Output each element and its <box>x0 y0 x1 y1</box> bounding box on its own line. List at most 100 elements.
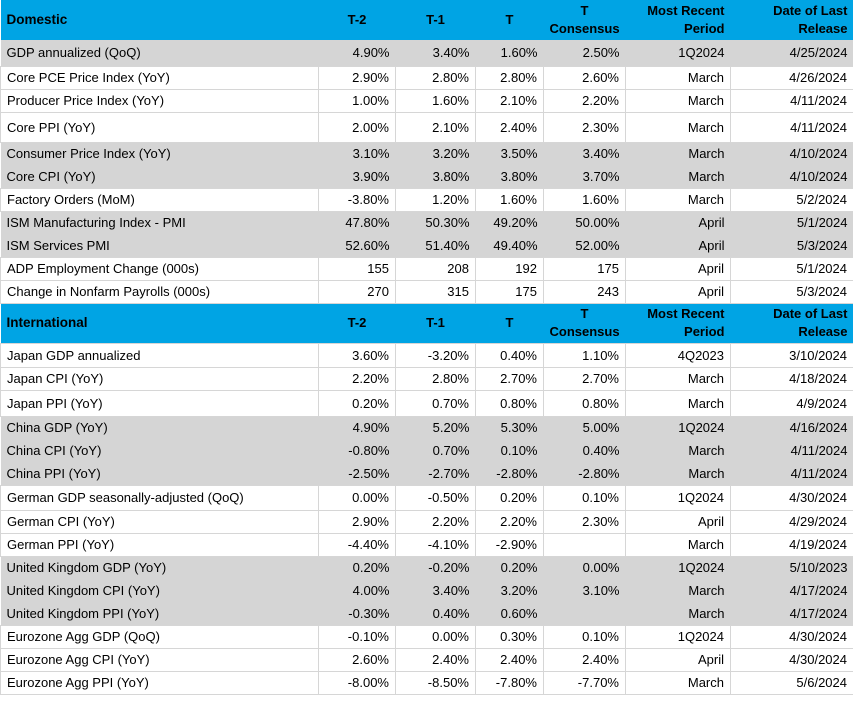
indicator-label-cell[interactable]: Core PPI (YoY) <box>0 111 319 143</box>
t1-value-cell[interactable]: 0.40% <box>395 602 476 625</box>
consensus-value-cell[interactable]: 2.30% <box>543 111 626 143</box>
consensus-value-cell[interactable]: 5.00% <box>543 416 626 439</box>
t2-value-cell[interactable]: 47.80% <box>318 211 396 234</box>
section-title[interactable]: Domestic <box>0 0 319 40</box>
t-value-cell[interactable]: 2.70% <box>475 366 544 391</box>
t2-value-cell[interactable]: 4.90% <box>318 40 396 66</box>
release-value-cell[interactable]: 4/30/2024 <box>730 624 853 649</box>
period-value-cell[interactable]: March <box>625 88 731 113</box>
t-value-cell[interactable]: 1.60% <box>475 187 544 212</box>
consensus-value-cell[interactable]: 3.40% <box>543 142 626 165</box>
t1-value-cell[interactable]: 1.60% <box>395 88 476 113</box>
consensus-value-cell[interactable]: 175 <box>543 256 626 281</box>
indicator-label-cell[interactable]: Japan PPI (YoY) <box>0 389 319 417</box>
release-value-cell[interactable]: 4/29/2024 <box>730 509 853 534</box>
t1-value-cell[interactable]: 3.40% <box>395 579 476 602</box>
t1-value-cell[interactable]: -3.20% <box>395 342 476 368</box>
release-value-cell[interactable]: 5/3/2024 <box>730 279 853 304</box>
t-value-cell[interactable]: 3.80% <box>475 165 544 188</box>
period-value-cell[interactable]: March <box>625 462 731 485</box>
column-header-t1[interactable]: T-1 <box>395 0 476 40</box>
indicator-label-cell[interactable]: United Kingdom CPI (YoY) <box>0 579 319 602</box>
release-value-cell[interactable]: 5/10/2023 <box>730 556 853 579</box>
t1-value-cell[interactable]: -0.20% <box>395 556 476 579</box>
indicator-label-cell[interactable]: Change in Nonfarm Payrolls (000s) <box>0 279 319 304</box>
indicator-label-cell[interactable]: ISM Services PMI <box>0 234 319 257</box>
release-value-cell[interactable]: 4/18/2024 <box>730 366 853 391</box>
consensus-value-cell[interactable]: 2.70% <box>543 366 626 391</box>
t1-value-cell[interactable]: 2.40% <box>395 647 476 672</box>
t1-value-cell[interactable]: 2.80% <box>395 65 476 90</box>
period-value-cell[interactable]: March <box>625 187 731 212</box>
t-value-cell[interactable]: -2.90% <box>475 532 544 557</box>
indicator-label-cell[interactable]: German GDP seasonally-adjusted (QoQ) <box>0 484 319 511</box>
release-value-cell[interactable]: 4/11/2024 <box>730 462 853 485</box>
t1-value-cell[interactable]: -2.70% <box>395 462 476 485</box>
indicator-label-cell[interactable]: Eurozone Agg PPI (YoY) <box>0 670 319 695</box>
t2-value-cell[interactable]: 0.20% <box>318 556 396 579</box>
release-value-cell[interactable]: 4/25/2024 <box>730 40 853 66</box>
period-value-cell[interactable]: March <box>625 366 731 391</box>
t1-value-cell[interactable]: 208 <box>395 256 476 281</box>
consensus-value-cell[interactable]: 2.50% <box>543 40 626 66</box>
indicator-label-cell[interactable]: United Kingdom GDP (YoY) <box>0 556 319 579</box>
column-header-t[interactable]: T <box>475 0 544 40</box>
t-value-cell[interactable]: 0.20% <box>475 484 544 511</box>
t1-value-cell[interactable]: 315 <box>395 279 476 304</box>
period-value-cell[interactable]: March <box>625 165 731 188</box>
period-value-cell[interactable]: 1Q2024 <box>625 484 731 511</box>
t2-value-cell[interactable]: 3.10% <box>318 142 396 165</box>
period-value-cell[interactable]: April <box>625 256 731 281</box>
t-value-cell[interactable]: 49.20% <box>475 211 544 234</box>
consensus-value-cell[interactable]: 0.40% <box>543 439 626 462</box>
t2-value-cell[interactable]: 3.60% <box>318 342 396 368</box>
release-value-cell[interactable]: 4/11/2024 <box>730 88 853 113</box>
t1-value-cell[interactable]: 2.80% <box>395 366 476 391</box>
t-value-cell[interactable]: 0.80% <box>475 389 544 417</box>
t2-value-cell[interactable]: -0.10% <box>318 624 396 649</box>
period-value-cell[interactable]: March <box>625 142 731 165</box>
period-value-cell[interactable]: March <box>625 579 731 602</box>
t2-value-cell[interactable]: 1.00% <box>318 88 396 113</box>
period-value-cell[interactable]: March <box>625 389 731 417</box>
t-value-cell[interactable]: 49.40% <box>475 234 544 257</box>
t2-value-cell[interactable]: 3.90% <box>318 165 396 188</box>
period-value-cell[interactable]: March <box>625 439 731 462</box>
t-value-cell[interactable]: 2.40% <box>475 111 544 143</box>
column-header-period[interactable]: Most Recent Period <box>625 303 731 343</box>
consensus-value-cell[interactable]: -7.70% <box>543 670 626 695</box>
t-value-cell[interactable]: 192 <box>475 256 544 281</box>
t2-value-cell[interactable]: 2.90% <box>318 509 396 534</box>
indicator-label-cell[interactable]: German PPI (YoY) <box>0 532 319 557</box>
period-value-cell[interactable]: April <box>625 211 731 234</box>
period-value-cell[interactable]: March <box>625 670 731 695</box>
period-value-cell[interactable]: 1Q2024 <box>625 624 731 649</box>
release-value-cell[interactable]: 4/17/2024 <box>730 579 853 602</box>
t2-value-cell[interactable]: 4.90% <box>318 416 396 439</box>
release-value-cell[interactable]: 4/16/2024 <box>730 416 853 439</box>
period-value-cell[interactable]: March <box>625 65 731 90</box>
t1-value-cell[interactable]: -0.50% <box>395 484 476 511</box>
period-value-cell[interactable]: 1Q2024 <box>625 416 731 439</box>
t1-value-cell[interactable]: 3.80% <box>395 165 476 188</box>
release-value-cell[interactable]: 5/1/2024 <box>730 211 853 234</box>
column-header-release[interactable]: Date of Last Release <box>730 303 853 343</box>
period-value-cell[interactable]: 1Q2024 <box>625 40 731 66</box>
t-value-cell[interactable]: 2.80% <box>475 65 544 90</box>
consensus-value-cell[interactable]: 52.00% <box>543 234 626 257</box>
indicator-label-cell[interactable]: Factory Orders (MoM) <box>0 187 319 212</box>
t-value-cell[interactable]: 0.10% <box>475 439 544 462</box>
t2-value-cell[interactable]: -0.30% <box>318 602 396 625</box>
column-header-t2[interactable]: T-2 <box>318 0 396 40</box>
t1-value-cell[interactable]: 0.70% <box>395 389 476 417</box>
t2-value-cell[interactable]: 2.60% <box>318 647 396 672</box>
t1-value-cell[interactable]: -8.50% <box>395 670 476 695</box>
indicator-label-cell[interactable]: Core CPI (YoY) <box>0 165 319 188</box>
indicator-label-cell[interactable]: Japan GDP annualized <box>0 342 319 368</box>
t1-value-cell[interactable]: 1.20% <box>395 187 476 212</box>
consensus-value-cell[interactable]: 2.40% <box>543 647 626 672</box>
t2-value-cell[interactable]: 4.00% <box>318 579 396 602</box>
consensus-value-cell[interactable]: 243 <box>543 279 626 304</box>
indicator-label-cell[interactable]: China GDP (YoY) <box>0 416 319 439</box>
indicator-label-cell[interactable]: China PPI (YoY) <box>0 462 319 485</box>
